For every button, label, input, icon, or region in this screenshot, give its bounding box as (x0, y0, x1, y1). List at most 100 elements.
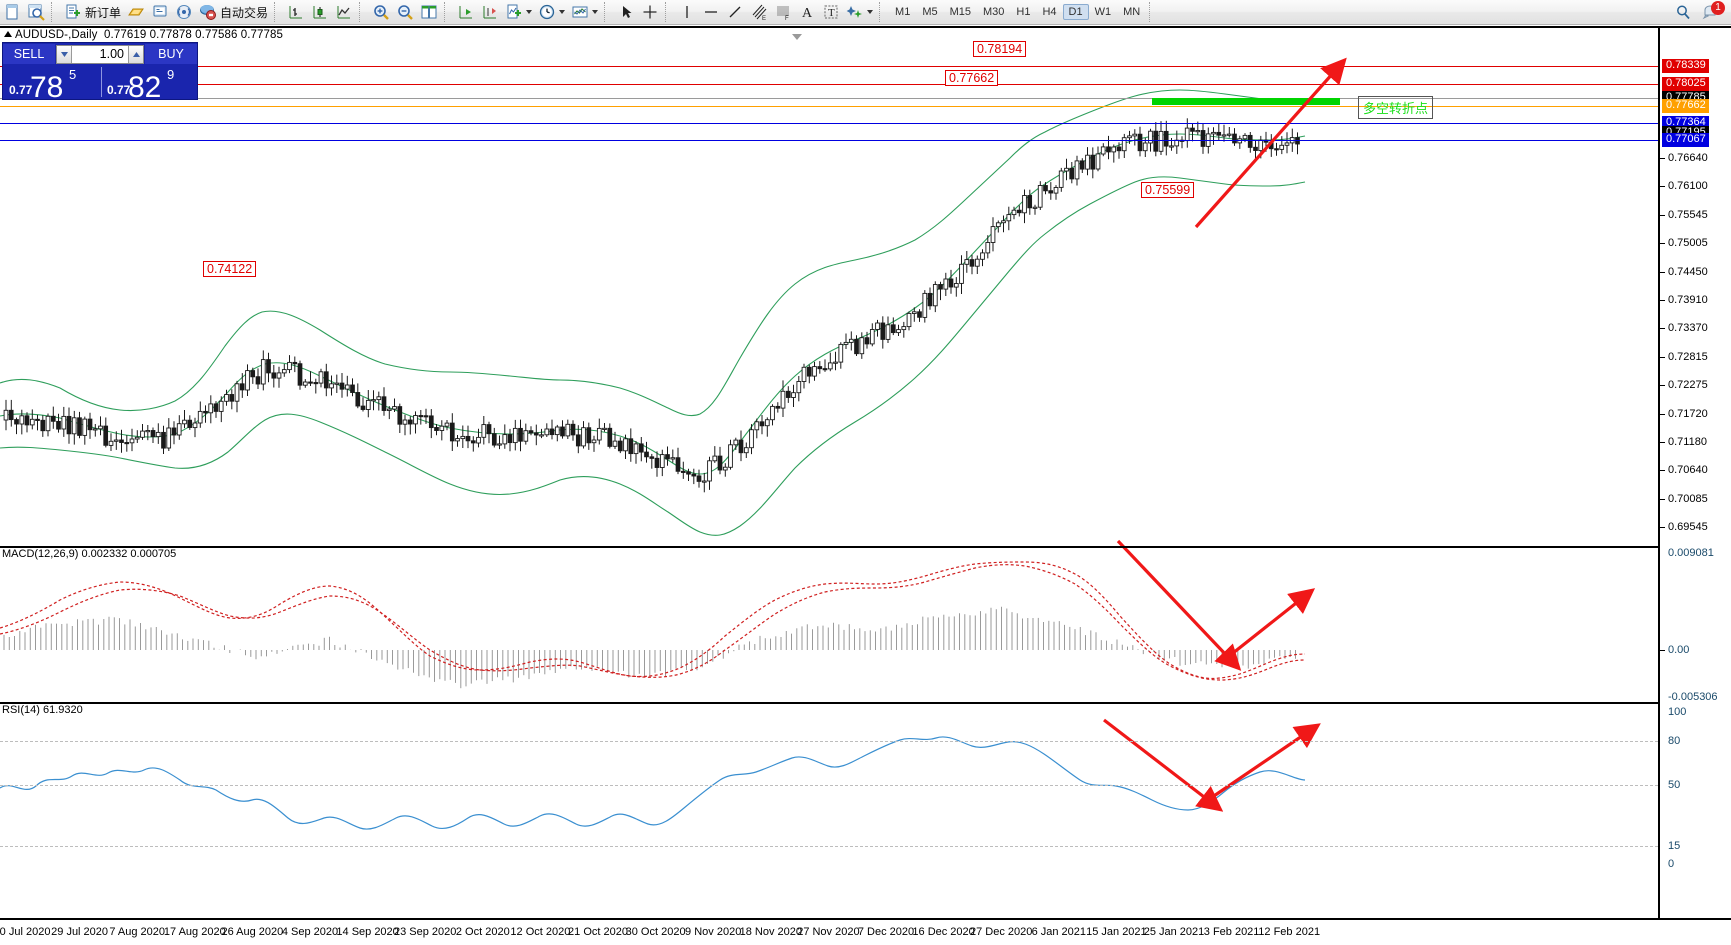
volume-increment[interactable] (128, 45, 143, 63)
search-icon[interactable] (1671, 1, 1695, 23)
label-075599[interactable]: 0.75599 (1141, 182, 1195, 198)
bars-icon (287, 3, 305, 21)
timeframe-m15[interactable]: M15 (949, 6, 971, 18)
price-tick (1660, 385, 1665, 387)
timeframe-mn[interactable]: MN (1123, 6, 1141, 18)
candle-body (260, 359, 266, 385)
timeframe-m30[interactable]: M30 (983, 6, 1005, 18)
periods-icon[interactable] (535, 1, 568, 23)
tile-windows-icon[interactable] (417, 1, 441, 23)
candle-body (1211, 131, 1216, 135)
crosshair-tool[interactable] (638, 1, 662, 23)
label-074122[interactable]: 0.74122 (203, 261, 257, 277)
candle-body (392, 406, 397, 410)
axis-tag-077067[interactable]: 0.77067 (1662, 133, 1709, 147)
price-line-077364[interactable] (0, 123, 1658, 124)
date-tick-label: 14 Sep 2020 (336, 926, 399, 938)
indicators-icon[interactable] (502, 1, 535, 23)
market-watch-icon[interactable] (24, 1, 48, 23)
price-line-077067[interactable] (0, 140, 1658, 141)
auto-scroll-icon[interactable] (454, 1, 478, 23)
price-line-077785-bid (0, 98, 1658, 99)
candle-body (1027, 195, 1033, 209)
fibonacci-tool[interactable]: F (771, 1, 795, 23)
chevron-down-icon[interactable] (867, 10, 874, 14)
timeframe-w1[interactable]: W1 (1094, 6, 1112, 18)
candle-body (350, 384, 355, 393)
rsi-panel-separator (0, 702, 1658, 704)
notification-icon[interactable]: 1 (1699, 1, 1725, 23)
macd-arrow-up (1227, 588, 1316, 659)
chevron-down-icon[interactable] (526, 10, 533, 14)
cursor-tool[interactable] (614, 1, 638, 23)
volume-value[interactable]: 1.00 (99, 46, 124, 61)
volume-decrement[interactable] (57, 45, 72, 63)
price-axis[interactable]: 0.78339 0.78025 0.77785 0.77662 0.77364 … (1658, 28, 1731, 918)
buy-price[interactable]: 0.77 82 9 (101, 65, 197, 103)
price-line-078025[interactable] (0, 84, 1658, 85)
chart-plot-area[interactable]: 0.78194 0.77662 0.75599 0.74122 多空转折点 MA… (0, 28, 1658, 918)
candle-body (581, 427, 586, 447)
shapes-tool[interactable] (843, 1, 876, 23)
candle-body (1037, 185, 1043, 208)
timeframe-d1[interactable]: D1 (1062, 4, 1089, 20)
timeframe-m1[interactable]: M1 (895, 6, 911, 18)
green-highlight-bar[interactable] (1152, 98, 1340, 105)
chart-window[interactable]: AUDUSD-,Daily 0.77619 0.77878 0.77586 0.… (0, 26, 1731, 945)
sell-price[interactable]: 0.77 78 5 (3, 65, 99, 103)
price-tick-label: 0.69545 (1668, 521, 1708, 534)
timeframe-h1[interactable]: H1 (1016, 6, 1031, 18)
candle-body (1127, 135, 1132, 139)
mql-community-icon[interactable] (148, 1, 172, 23)
chart-collapse-handle[interactable] (790, 28, 804, 40)
candle-body (1100, 146, 1106, 155)
vertical-line-tool[interactable] (675, 1, 699, 23)
axis-tag-078025[interactable]: 0.78025 (1662, 77, 1709, 91)
zoom-out-icon[interactable] (393, 1, 417, 23)
label-078194[interactable]: 0.78194 (973, 41, 1027, 57)
equidistant-channel-tool[interactable]: E (747, 1, 771, 23)
chevron-down-icon[interactable] (592, 10, 599, 14)
line-chart-icon[interactable] (332, 1, 356, 23)
note-turning-point[interactable]: 多空转折点 (1358, 96, 1434, 119)
candle-body (1274, 148, 1279, 151)
trendline-tool[interactable] (723, 1, 747, 23)
candle-body (911, 311, 917, 314)
price-line-077662[interactable] (0, 106, 1658, 107)
chevron-down-icon[interactable] (559, 10, 566, 14)
rsi-line (0, 736, 1306, 830)
candle-body (612, 440, 618, 447)
horizontal-line-tool[interactable] (699, 1, 723, 23)
volume-input[interactable]: 1.00 (56, 44, 144, 64)
expert-advisors-icon[interactable] (124, 1, 148, 23)
rsi-tick-label: 15 (1668, 840, 1681, 852)
price-line-078339[interactable] (0, 66, 1658, 67)
templates-icon[interactable] (568, 1, 601, 23)
zoom-in-icon[interactable] (369, 1, 393, 23)
new-chart-icon[interactable] (0, 1, 24, 23)
text-a-icon: A (798, 3, 816, 21)
candle-body (470, 440, 476, 444)
timeframe-h4[interactable]: H4 (1042, 6, 1057, 18)
one-click-trading-panel[interactable]: SELL 1.00 BUY 0.77 78 5 0.77 82 9 (2, 42, 198, 103)
new-order-button[interactable]: 新订单 (61, 1, 124, 23)
timeframe-m5[interactable]: M5 (922, 6, 938, 18)
label-tool[interactable]: T (819, 1, 843, 23)
axis-tag-077662[interactable]: 0.77662 (1662, 99, 1709, 113)
bar-chart-icon[interactable] (284, 1, 308, 23)
signals-icon[interactable] (172, 1, 196, 23)
candlestick-chart-icon[interactable] (308, 1, 332, 23)
candle-body (92, 428, 98, 431)
axis-tag-078339[interactable]: 0.78339 (1662, 59, 1709, 73)
label-077662[interactable]: 0.77662 (945, 70, 999, 86)
chart-shift-icon[interactable] (478, 1, 502, 23)
rsi-tick-label: 0 (1668, 858, 1675, 870)
sell-button[interactable]: SELL (3, 44, 55, 64)
auto-trading-button[interactable]: 自动交易 (196, 1, 271, 23)
text-tool[interactable]: A (795, 1, 819, 23)
candle-body (764, 419, 770, 427)
buy-button[interactable]: BUY (145, 44, 197, 64)
candle-body (119, 439, 124, 443)
price-tick-label: 0.70085 (1668, 492, 1708, 505)
